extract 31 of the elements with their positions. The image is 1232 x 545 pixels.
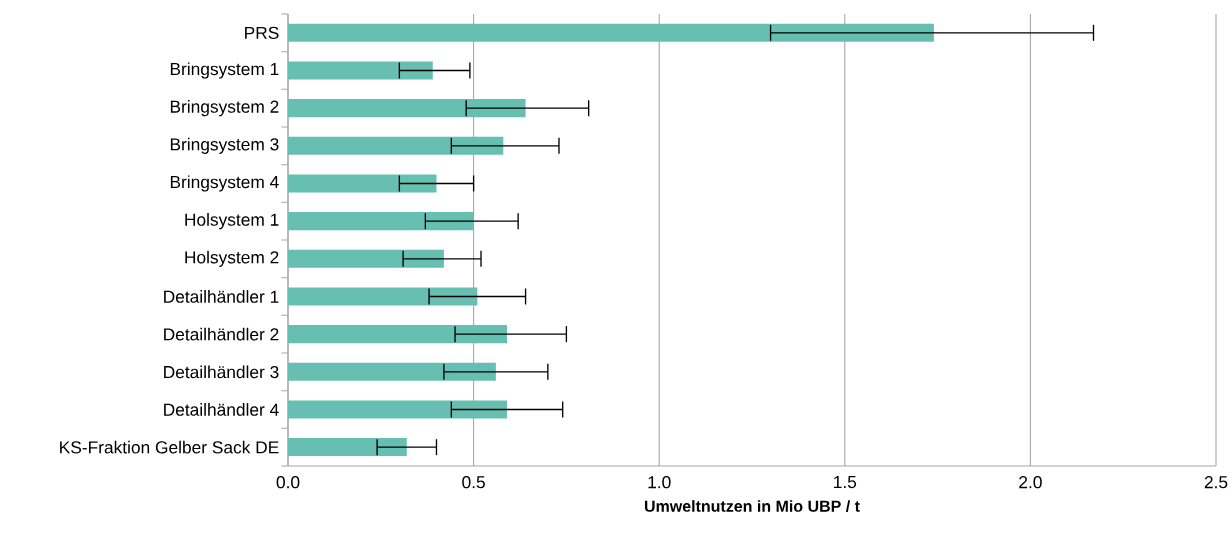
bar bbox=[288, 61, 433, 80]
y-tick-label: KS-Fraktion Gelber Sack DE bbox=[60, 440, 279, 454]
bar bbox=[288, 287, 478, 306]
bar bbox=[288, 174, 437, 193]
bar bbox=[288, 362, 496, 381]
y-tick-label: Detailhändler 3 bbox=[164, 365, 279, 379]
y-tick-label: Detailhändler 1 bbox=[164, 290, 279, 303]
y-tick-label: Holsystem 2 bbox=[185, 250, 279, 267]
y-tick-label: Bringsystem 4 bbox=[170, 175, 279, 192]
y-tick-label: Bringsystem 1 bbox=[170, 62, 279, 79]
bar bbox=[288, 400, 508, 419]
x-tick-label: 0.5 bbox=[462, 476, 485, 489]
bar bbox=[288, 99, 526, 118]
x-tick-label: 1.0 bbox=[648, 476, 671, 489]
y-tick-label: Bringsystem 3 bbox=[170, 137, 279, 154]
bar bbox=[288, 212, 474, 231]
bar bbox=[288, 136, 504, 155]
x-axis-title: Umweltnutzen in Mio UBP / t bbox=[644, 500, 860, 513]
bar bbox=[288, 23, 934, 42]
y-tick-label: Holsystem 1 bbox=[185, 213, 279, 230]
x-tick-label: 0.0 bbox=[276, 476, 300, 489]
bar bbox=[288, 438, 407, 457]
x-tick-label: 2.0 bbox=[1019, 476, 1042, 489]
y-tick-label: PRS bbox=[245, 26, 279, 39]
y-tick-label: Bringsystem 2 bbox=[170, 100, 279, 117]
bar bbox=[288, 325, 508, 344]
y-tick-label: Detailhändler 2 bbox=[164, 327, 279, 341]
y-tick-label: Detailhändler 4 bbox=[164, 403, 279, 416]
x-tick-label: 1.5 bbox=[834, 476, 857, 489]
bar bbox=[288, 249, 444, 268]
x-tick-label: 2.5 bbox=[1204, 476, 1228, 489]
